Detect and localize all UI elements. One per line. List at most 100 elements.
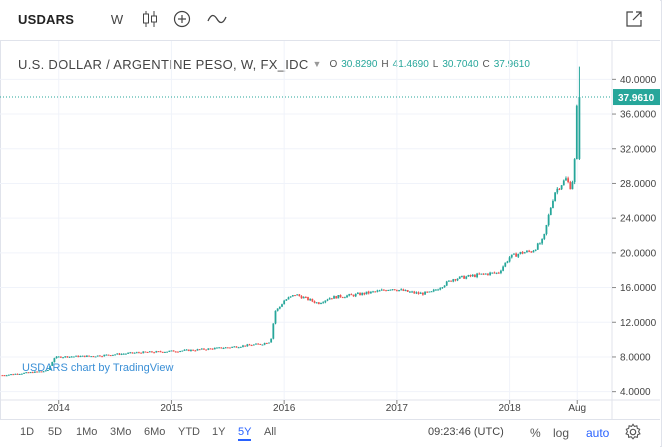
price-tick-label: 16.0000: [620, 283, 657, 294]
candle-body: [10, 374, 12, 376]
candle-body: [75, 355, 77, 357]
candle-body: [246, 344, 249, 347]
range-5d-button[interactable]: 5D: [48, 426, 63, 438]
settings-gear-icon[interactable]: [624, 423, 642, 441]
candle-body: [157, 351, 160, 353]
candle-body: [461, 275, 463, 277]
candle-body: [272, 323, 275, 339]
range-all-button[interactable]: All: [264, 426, 277, 438]
series-title[interactable]: U.S. DOLLAR / ARGENTINE PESO, W, FX_IDC: [18, 56, 309, 72]
candle-body: [114, 354, 116, 356]
candle-body: [187, 349, 190, 352]
candle-body: [539, 243, 541, 245]
range-3mo-button[interactable]: 3Mo: [110, 426, 132, 438]
candle-body: [298, 294, 301, 297]
candle-body: [5, 375, 8, 377]
candle-body: [99, 355, 101, 357]
candle-body: [222, 348, 225, 350]
candle-body: [513, 253, 515, 255]
add-indicator-icon[interactable]: [172, 8, 192, 30]
candle-body: [181, 350, 184, 352]
candle-body: [120, 353, 123, 355]
range-1d-button[interactable]: 1D: [20, 426, 35, 438]
candle-body: [445, 281, 448, 286]
auto-scale-toggle[interactable]: auto: [586, 426, 610, 440]
candle-body: [278, 306, 281, 309]
percent-scale-toggle[interactable]: %: [530, 426, 541, 440]
candle-body: [12, 374, 15, 376]
chevron-down-icon[interactable]: ▼: [312, 59, 322, 69]
candle-body: [506, 261, 509, 263]
candle-body: [311, 298, 314, 302]
candle-body: [333, 296, 335, 299]
candle-body: [478, 273, 481, 275]
candle-body: [517, 253, 520, 257]
candle-body: [231, 346, 234, 348]
range-5y-button[interactable]: 5Y: [238, 426, 252, 441]
candle-body: [309, 298, 312, 301]
symbol-label[interactable]: USDARS: [18, 12, 75, 27]
candle-body: [441, 287, 444, 289]
low-label: L: [432, 58, 439, 70]
candle-body: [3, 375, 6, 377]
candle-body: [411, 291, 413, 293]
candle-body: [556, 188, 559, 193]
candle-body: [203, 348, 205, 350]
candle-body: [545, 224, 548, 234]
candle-body: [307, 297, 309, 301]
candle-body: [205, 349, 208, 351]
candle-body: [140, 352, 142, 354]
candle-body: [463, 275, 465, 279]
candle-body: [77, 355, 80, 357]
candle-body: [495, 272, 498, 274]
interval-button[interactable]: W: [110, 11, 124, 27]
candle-body: [406, 290, 409, 292]
candle-body: [467, 275, 470, 277]
candle-body: [458, 276, 461, 279]
candle-body: [133, 352, 136, 354]
candle-body: [49, 365, 51, 371]
candle-body: [439, 288, 442, 290]
candle-body: [296, 294, 299, 296]
utc-clock[interactable]: 09:23:46 (UTC): [428, 426, 504, 438]
candle-body: [404, 290, 407, 292]
candle-body: [224, 347, 227, 349]
high-value: 41.4690: [392, 58, 429, 70]
range-ytd-button[interactable]: YTD: [178, 426, 200, 438]
compare-icon[interactable]: [206, 8, 228, 30]
candle-body: [421, 292, 424, 295]
candle-body: [144, 351, 147, 353]
open-in-new-window-icon[interactable]: [624, 8, 644, 30]
candle-body: [547, 214, 550, 225]
candlestick-icon[interactable]: [140, 8, 160, 30]
candle-body: [239, 346, 242, 348]
candle-body: [558, 188, 561, 190]
candle-body: [287, 297, 290, 300]
candle-body: [320, 302, 322, 304]
candle-body: [326, 299, 329, 301]
candle-body: [105, 354, 108, 356]
candle-body: [393, 289, 396, 291]
candle-body: [248, 344, 251, 346]
candle-body: [213, 347, 216, 350]
range-1mo-button[interactable]: 1Mo: [76, 426, 98, 438]
candle-body: [324, 300, 327, 303]
candle-body: [523, 252, 526, 254]
range-6mo-button[interactable]: 6Mo: [144, 426, 166, 438]
candle-body: [515, 253, 518, 257]
candle-body: [359, 292, 361, 296]
candle-body: [369, 291, 372, 294]
candle-body: [530, 251, 533, 253]
range-1y-button[interactable]: 1Y: [212, 426, 226, 438]
price-tick-label: 36.0000: [620, 110, 657, 121]
log-scale-toggle[interactable]: log: [553, 426, 570, 440]
candle-body: [96, 355, 99, 357]
tradingview-watermark[interactable]: USDARS chart by TradingView: [22, 362, 174, 374]
candle-body: [38, 371, 41, 373]
price-chart[interactable]: 40.0000 36.0000 32.0000 28.0000 24.0000 20.00…: [0, 0, 662, 419]
candle-body: [491, 272, 494, 274]
candle-body: [317, 302, 320, 304]
candle-body: [237, 347, 240, 349]
last-price-badge: [613, 89, 660, 106]
candle-body: [179, 351, 182, 353]
